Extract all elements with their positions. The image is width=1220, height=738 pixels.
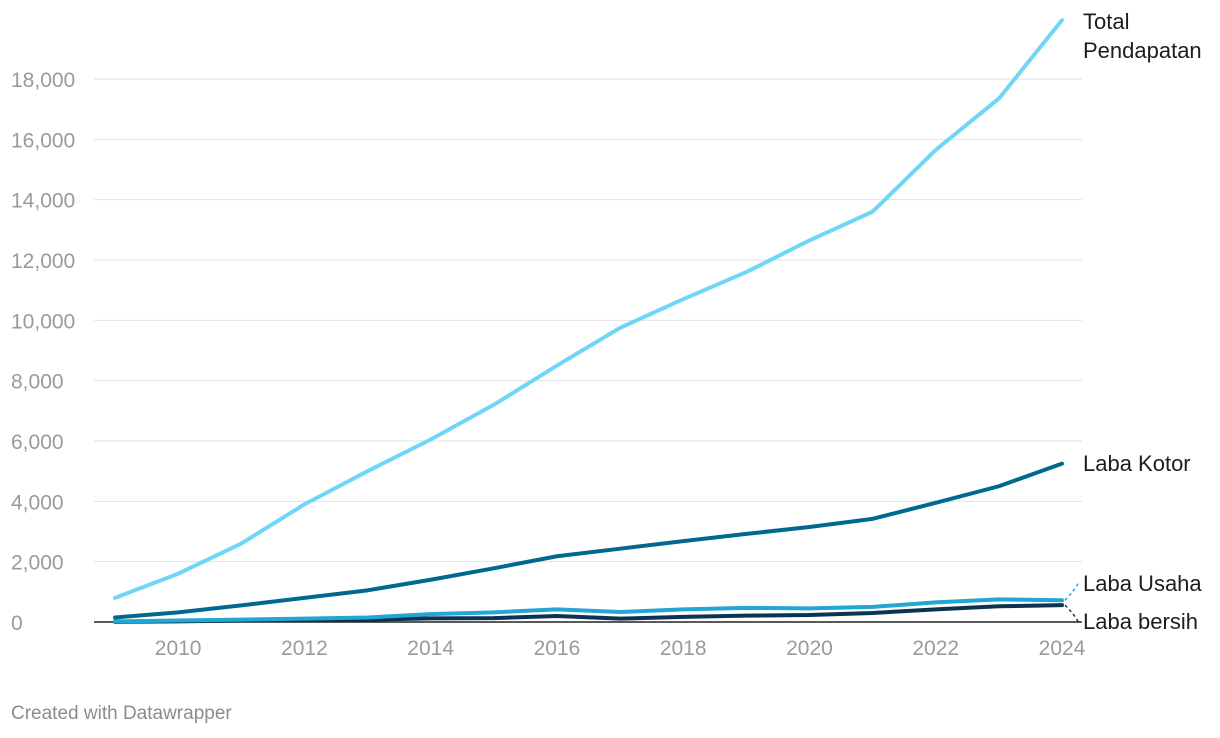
series-label-laba-bersih: Laba bersih bbox=[1083, 609, 1198, 634]
x-tick-label: 2014 bbox=[407, 637, 454, 660]
x-tick-label: 2012 bbox=[281, 637, 328, 660]
series-line-laba-usaha bbox=[113, 597, 1064, 624]
x-tick-label: 2022 bbox=[912, 637, 959, 660]
y-tick-label: 8,000 bbox=[11, 371, 64, 394]
series-label-laba-kotor: Laba Kotor bbox=[1083, 451, 1191, 476]
series-lines bbox=[113, 18, 1064, 624]
series-label-total-pendapatan: Total bbox=[1083, 9, 1129, 34]
x-tick-label: 2018 bbox=[660, 637, 707, 660]
leader-line-laba-bersih bbox=[1064, 604, 1080, 624]
series-line-laba-kotor bbox=[113, 461, 1064, 620]
series-label-total-pendapatan: Pendapatan bbox=[1083, 38, 1202, 63]
y-axis: 0 2,000 4,000 6,000 8,000 10,000 12,000 14,000 1… bbox=[11, 69, 75, 635]
datawrapper-credit: Created with Datawrapper bbox=[11, 703, 232, 724]
x-tick-label: 2024 bbox=[1039, 637, 1086, 660]
x-tick-label: 2016 bbox=[534, 637, 581, 660]
x-tick-label: 2020 bbox=[786, 637, 833, 660]
series-label-laba-usaha: Laba Usaha bbox=[1083, 571, 1202, 596]
gridlines bbox=[94, 78, 1082, 623]
series-line-total-pendapatan bbox=[113, 18, 1064, 600]
y-tick-label: 2,000 bbox=[11, 552, 64, 575]
y-tick-label: 18,000 bbox=[11, 69, 75, 92]
y-tick-label: 14,000 bbox=[11, 190, 75, 213]
y-tick-label: 10,000 bbox=[11, 310, 75, 333]
y-tick-label: 16,000 bbox=[11, 129, 75, 152]
y-tick-label: 12,000 bbox=[11, 250, 75, 273]
x-tick-label: 2010 bbox=[155, 637, 202, 660]
y-tick-label: 4,000 bbox=[11, 491, 64, 514]
leader-line-laba-usaha bbox=[1064, 581, 1080, 601]
x-axis: 2010 2012 2014 2016 2018 2020 2022 2024 bbox=[155, 637, 1086, 660]
series-labels: Total Pendapatan Laba Kotor Laba Usaha Laba … bbox=[1064, 9, 1202, 634]
y-tick-label: 0 bbox=[11, 612, 23, 635]
y-tick-label: 6,000 bbox=[11, 431, 64, 454]
